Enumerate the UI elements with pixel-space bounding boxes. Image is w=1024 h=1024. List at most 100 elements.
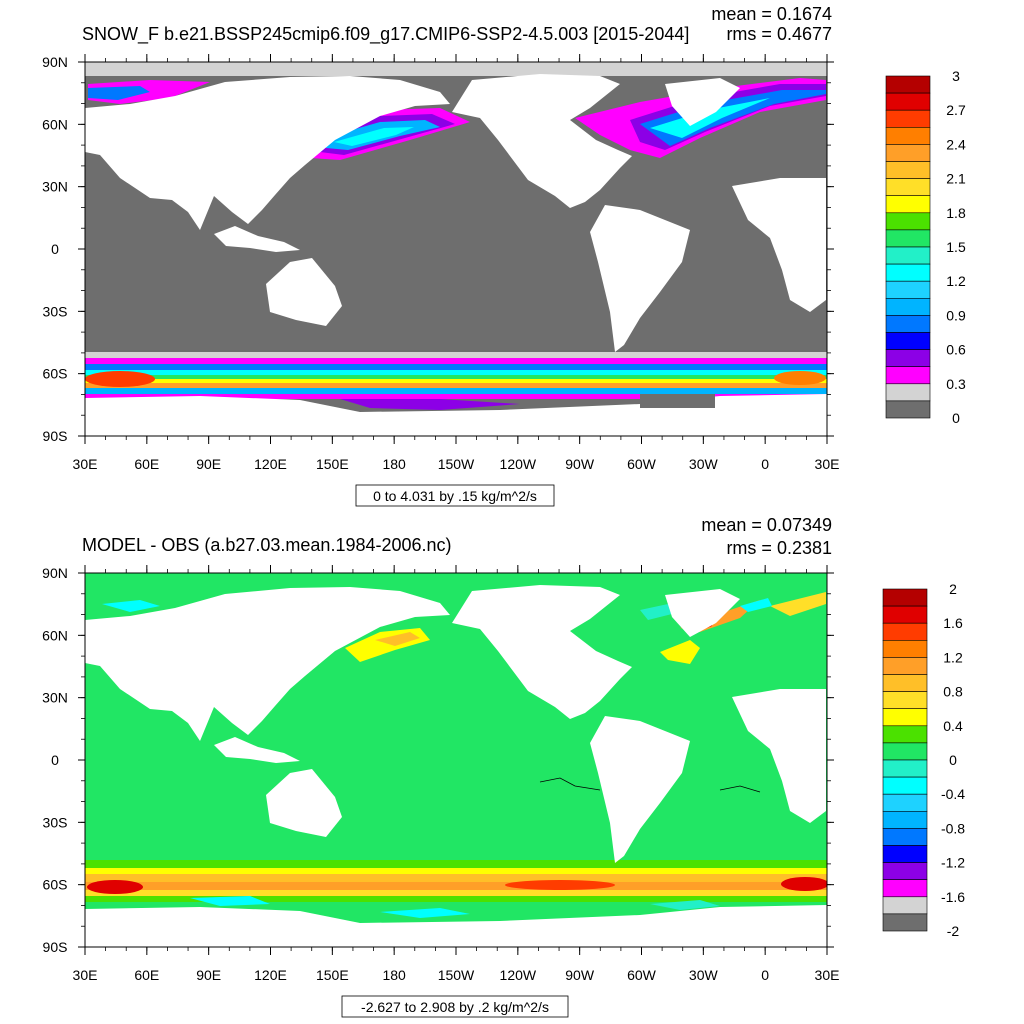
colorbar-swatch — [885, 366, 931, 385]
lon-label: 30E — [815, 967, 840, 983]
colorbar-label: 1.5 — [946, 239, 966, 255]
lon-label: 180 — [382, 967, 406, 983]
colorbar-swatch — [885, 332, 931, 350]
top-so-band-green — [85, 375, 827, 379]
bottom-ticks — [78, 565, 834, 955]
colorbar-swatch — [882, 674, 928, 692]
bottom-lat-labels: 90N 60N 30N 0 30S 60S 90S — [42, 565, 68, 955]
top-range-box — [355, 484, 555, 507]
bottom-arctic-cyan-west — [102, 600, 160, 612]
top-title: SNOW_F b.e21.BSSP245cmip6.f09_g17.CMIP6-… — [82, 24, 689, 45]
colorbar-swatch — [885, 349, 931, 368]
colorbar-swatch — [882, 639, 928, 658]
lon-label: 120W — [500, 456, 537, 472]
bottom-arctic-cyan — [740, 598, 772, 612]
colorbar-label: 2.7 — [946, 102, 966, 118]
lon-label: 30E — [73, 456, 98, 472]
colorbar-swatch — [882, 810, 928, 829]
colorbar-swatch — [882, 776, 928, 795]
bottom-map — [85, 573, 827, 947]
bottom-mean: mean = 0.07349 — [701, 515, 832, 535]
top-arctic-band-blue — [88, 86, 150, 100]
lat-label: 30S — [43, 814, 68, 830]
colorbar-swatch — [885, 195, 931, 214]
colorbar-label: -1.2 — [941, 855, 965, 871]
bottom-range-label: -2.627 to 2.908 by .2 kg/m^2/s — [361, 999, 549, 1015]
colorbar-swatch — [882, 622, 928, 641]
lat-label: 0 — [51, 752, 59, 768]
top-so-band-cyan — [85, 370, 827, 375]
colorbar-swatch — [885, 109, 931, 128]
bottom-land-australia — [266, 769, 342, 837]
top-so-band-gray — [85, 352, 827, 358]
top-land-africa — [732, 178, 826, 312]
top-so-band-blue2 — [85, 388, 827, 394]
top-npacific-cyan — [334, 127, 414, 146]
top-mean: mean = 0.1674 — [711, 4, 832, 24]
colorbar-label: 1.2 — [943, 649, 963, 665]
bottom-lon-labels: 30E 60E 90E 120E 150E 180 150W 120W 90W 60W 30W 0 30… — [73, 967, 840, 983]
lon-label: 60W — [627, 967, 657, 983]
colorbar-swatch — [885, 246, 931, 265]
bottom-so-peak-east — [781, 877, 827, 891]
top-so-band-orange — [85, 383, 827, 388]
top-so-peak-west — [85, 371, 155, 387]
lon-label: 150E — [316, 967, 349, 983]
colorbar-label: 2.4 — [946, 136, 966, 152]
bottom-panel: MODEL - OBS (a.b27.03.mean.1984-2006.nc)… — [42, 515, 965, 1018]
bottom-so-band-orange1 — [85, 874, 827, 882]
top-map — [85, 62, 827, 436]
bottom-natlantic-cyan — [640, 604, 672, 620]
top-land-australia — [266, 258, 342, 326]
colorbar-swatch — [885, 92, 931, 111]
lat-label: 30S — [43, 303, 68, 319]
bottom-land-africa — [732, 689, 826, 823]
lon-label: 30W — [689, 456, 719, 472]
colorbar-swatch — [885, 127, 931, 145]
lon-label: 0 — [761, 456, 769, 472]
colorbar-label: 3 — [952, 68, 960, 84]
colorbar-swatch — [882, 913, 928, 932]
bottom-so-band-green2 — [85, 896, 827, 902]
colorbar-swatch — [882, 793, 928, 812]
colorbar-swatch — [885, 297, 931, 316]
colorbar-label: -0.4 — [941, 786, 965, 802]
top-arctic-band-gray — [85, 62, 827, 76]
bottom-land-southamerica — [590, 716, 690, 863]
colorbar-label: 0 — [952, 410, 960, 426]
lon-label: 150W — [438, 967, 475, 983]
colorbar-label: 1.8 — [946, 205, 966, 221]
bottom-so-cyan-b — [380, 908, 470, 918]
lon-label: 90E — [196, 456, 221, 472]
bottom-arctic-yellow — [770, 592, 826, 616]
bottom-rms: rms = 0.2381 — [726, 538, 832, 558]
lon-label: 90E — [196, 967, 221, 983]
bottom-land-eurasia — [85, 587, 450, 741]
colorbar-label: 1.2 — [946, 273, 966, 289]
colorbar-swatch — [885, 75, 931, 94]
lat-label: 60S — [43, 366, 68, 382]
bottom-contour-line — [539, 777, 761, 793]
colorbar-swatch — [882, 605, 928, 624]
bottom-so-cyan-c — [650, 900, 720, 910]
bottom-land-indonesia — [214, 737, 300, 763]
lon-label: 60W — [627, 456, 657, 472]
colorbar-label: -0.8 — [941, 820, 965, 836]
colorbar-swatch — [882, 742, 928, 761]
colorbar-swatch — [882, 879, 928, 898]
lon-label: 120W — [500, 967, 537, 983]
lat-label: 90N — [42, 54, 68, 70]
top-so-band-magenta — [85, 358, 827, 364]
top-lon-labels: 30E 60E 90E 120E 150E 180 150W 120W 90W 60W 30W 0 30… — [73, 456, 840, 472]
colorbar-label: 0 — [949, 752, 957, 768]
colorbar-label: 0.9 — [946, 307, 966, 323]
lon-label: 90W — [565, 967, 595, 983]
colorbar-swatch — [882, 862, 928, 880]
bottom-so-band-green — [85, 860, 827, 868]
colorbar-swatch — [882, 845, 928, 863]
lat-label: 0 — [51, 241, 59, 257]
top-natlantic-cyan — [650, 98, 770, 138]
colorbar-swatch — [885, 212, 931, 231]
lat-label: 30N — [42, 690, 68, 706]
